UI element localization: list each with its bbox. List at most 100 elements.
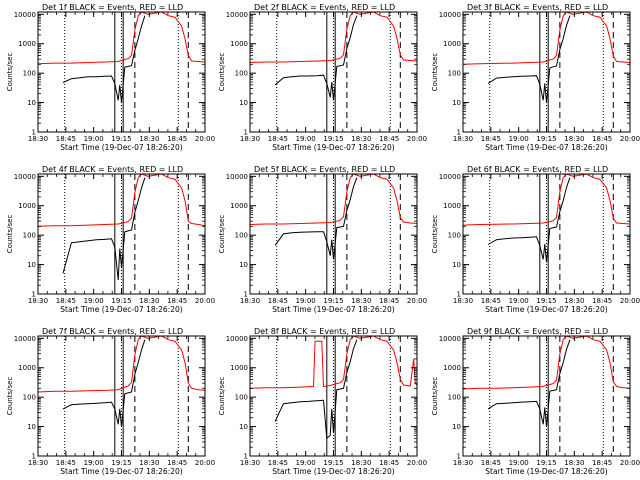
x-axis-label: Start Time (19-Dec-07 18:26:20) <box>60 305 182 314</box>
ytick-label: 1000 <box>18 364 36 372</box>
xtick-label: 19:00 <box>509 459 529 467</box>
y-axis-label: Counts/sec <box>218 215 226 254</box>
xtick-label: 18:45 <box>379 297 399 305</box>
series-lld <box>463 12 630 65</box>
ytick-label: 10000 <box>439 335 461 343</box>
xtick-label: 18:45 <box>379 135 399 143</box>
panel-title: Det 3f BLACK = Events, RED = LLD <box>467 3 608 12</box>
xtick-label: 18:30 <box>139 135 159 143</box>
ytick-label: 10 <box>27 99 36 107</box>
panel-4: Det 4f BLACK = Events, RED = LLD 1 10 100 10… <box>6 165 215 314</box>
xtick-label: 18:45 <box>592 135 612 143</box>
xtick-label: 18:30 <box>351 459 371 467</box>
xtick-label: 20:00 <box>407 135 427 143</box>
series-events <box>274 177 358 260</box>
ytick-label: 10 <box>27 423 36 431</box>
xtick-label: 18:30 <box>564 135 584 143</box>
xtick-label: 19:15 <box>536 135 556 143</box>
xtick-label: 18:45 <box>268 459 288 467</box>
x-axis-label: Start Time (19-Dec-07 18:26:20) <box>485 305 607 314</box>
xtick-label: 19:00 <box>509 135 529 143</box>
series-lld <box>250 174 417 225</box>
xtick-label: 18:45 <box>56 297 76 305</box>
panel-1: Det 1f BLACK = Events, RED = LLD 1 10 100 10… <box>6 3 215 152</box>
xtick-label: 18:30 <box>28 297 48 305</box>
xtick-label: 18:30 <box>240 297 260 305</box>
panel-2: Det 2f BLACK = Events, RED = LLD 1 10 100 10… <box>218 3 427 152</box>
x-axis-label: Start Time (19-Dec-07 18:26:20) <box>272 143 394 152</box>
xtick-label: 19:00 <box>296 459 316 467</box>
series-events <box>487 177 571 263</box>
xtick-label: 18:45 <box>268 135 288 143</box>
series-lld <box>463 336 630 390</box>
ytick-label: 10000 <box>14 173 36 181</box>
x-axis-label: Start Time (19-Dec-07 18:26:20) <box>60 143 182 152</box>
ytick-label: 1 <box>32 129 36 137</box>
xtick-label: 18:45 <box>167 297 187 305</box>
panel-9: Det 9f BLACK = Events, RED = LLD 1 10 100 10… <box>431 327 640 476</box>
xtick-label: 19:00 <box>84 297 104 305</box>
panel-6: Det 6f BLACK = Events, RED = LLD 1 10 100 10… <box>431 165 640 314</box>
xtick-label: 19:00 <box>296 135 316 143</box>
y-axis-label: Counts/sec <box>431 377 439 416</box>
xtick-label: 19:15 <box>323 459 343 467</box>
xtick-label: 19:00 <box>509 297 529 305</box>
series-events <box>487 339 571 427</box>
ytick-label: 100 <box>23 394 36 402</box>
panel-title: Det 6f BLACK = Events, RED = LLD <box>467 165 608 174</box>
y-axis-label: Counts/sec <box>6 215 14 254</box>
ytick-label: 100 <box>235 70 248 78</box>
xtick-label: 18:30 <box>351 297 371 305</box>
ytick-label: 10000 <box>439 11 461 19</box>
ytick-label: 1000 <box>230 364 248 372</box>
xtick-label: 18:30 <box>564 297 584 305</box>
xtick-label: 20:00 <box>407 459 427 467</box>
x-axis-label: Start Time (19-Dec-07 18:26:20) <box>485 143 607 152</box>
panel-title: Det 8f BLACK = Events, RED = LLD <box>254 327 395 336</box>
xtick-label: 18:45 <box>592 297 612 305</box>
xtick-label: 18:30 <box>351 135 371 143</box>
xtick-label: 19:15 <box>323 297 343 305</box>
ytick-label: 10000 <box>439 173 461 181</box>
xtick-label: 20:00 <box>620 135 640 143</box>
panel-title: Det 7f BLACK = Events, RED = LLD <box>42 327 183 336</box>
xtick-label: 20:00 <box>195 297 215 305</box>
xtick-label: 18:45 <box>592 459 612 467</box>
ytick-label: 10000 <box>14 11 36 19</box>
xtick-label: 18:45 <box>56 135 76 143</box>
ytick-label: 1 <box>457 291 461 299</box>
ytick-label: 1000 <box>18 202 36 210</box>
xtick-label: 18:30 <box>453 459 473 467</box>
xtick-label: 20:00 <box>620 297 640 305</box>
xtick-label: 20:00 <box>620 459 640 467</box>
xtick-label: 19:15 <box>323 135 343 143</box>
xtick-label: 19:15 <box>536 459 556 467</box>
xtick-label: 19:15 <box>111 297 131 305</box>
ytick-label: 10 <box>452 99 461 107</box>
xtick-label: 18:30 <box>240 459 260 467</box>
xtick-label: 20:00 <box>407 297 427 305</box>
series-lld <box>38 336 205 393</box>
ytick-label: 1 <box>244 291 248 299</box>
panel-7: Det 7f BLACK = Events, RED = LLD 1 10 100 10… <box>6 327 215 476</box>
series-events <box>62 177 146 281</box>
series-lld <box>250 336 417 389</box>
series-lld <box>463 174 630 226</box>
ytick-label: 1000 <box>443 202 461 210</box>
ytick-label: 10000 <box>226 335 248 343</box>
series-events <box>274 15 358 101</box>
xtick-label: 19:15 <box>111 459 131 467</box>
ytick-label: 1000 <box>18 40 36 48</box>
xtick-label: 18:30 <box>564 459 584 467</box>
ytick-label: 1 <box>32 291 36 299</box>
ytick-label: 10000 <box>14 335 36 343</box>
xtick-label: 18:30 <box>139 459 159 467</box>
panel-title: Det 5f BLACK = Events, RED = LLD <box>254 165 395 174</box>
ytick-label: 1 <box>244 453 248 461</box>
xtick-label: 19:00 <box>296 297 316 305</box>
ytick-label: 100 <box>448 70 461 78</box>
ytick-label: 1000 <box>443 40 461 48</box>
y-axis-label: Counts/sec <box>431 215 439 254</box>
xtick-label: 18:45 <box>481 459 501 467</box>
xtick-label: 20:00 <box>195 135 215 143</box>
